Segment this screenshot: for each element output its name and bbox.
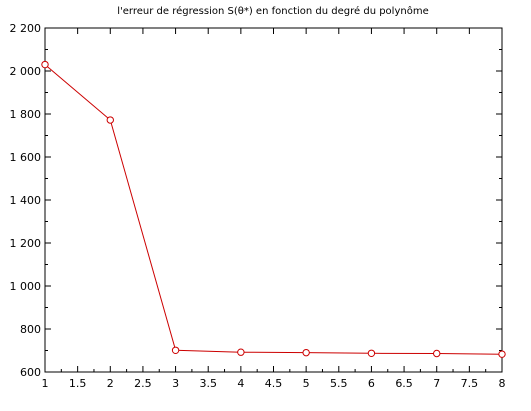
x-tick-label: 2: [107, 377, 114, 390]
plot-frame: [44, 27, 503, 373]
data-point-marker: [367, 349, 376, 357]
series-layer: [41, 60, 506, 358]
x-tick-label: 1.5: [69, 377, 87, 390]
x-tick-label: 6: [368, 377, 375, 390]
y-tick-label: 2 200: [10, 22, 42, 35]
data-point-marker: [41, 60, 49, 69]
y-tick-label: 1 000: [10, 280, 42, 293]
y-tick-label: 1 800: [10, 108, 42, 121]
y-axis: 600 800 1 000 1 200 1 400 1 600 1 800 2 000 2 20…: [10, 22, 502, 379]
plot-border: [44, 27, 503, 373]
y-tick-label: 1 400: [10, 194, 42, 207]
x-axis: 1 1.5 2 2.5 3 3.5 4 4.5 5 5.5 6 6.5 7 7.5 8: [42, 28, 506, 390]
data-point-marker: [498, 350, 506, 358]
y-tick-label: 600: [20, 366, 41, 379]
x-tick-label: 3: [172, 377, 179, 390]
chart-title: l'erreur de régression S(θ*) en fonction…: [117, 5, 428, 17]
y-tick-label: 2 000: [10, 65, 42, 78]
x-tick-label: 6.5: [395, 377, 413, 390]
y-tick-label: 800: [20, 323, 41, 336]
data-point-marker: [237, 348, 245, 356]
x-tick-label: 7: [433, 377, 440, 390]
x-tick-label: 4: [237, 377, 244, 390]
y-tick-label: 1 200: [10, 237, 42, 250]
data-point-marker: [171, 346, 180, 354]
series-line: [44, 64, 503, 355]
x-tick-label: 1: [42, 377, 49, 390]
data-point-marker: [433, 349, 441, 358]
x-tick-label: 5: [303, 377, 310, 390]
x-tick-label: 5.5: [330, 377, 348, 390]
x-tick-label: 7.5: [461, 377, 479, 390]
data-point-marker: [302, 348, 310, 357]
data-point-marker: [106, 116, 114, 124]
x-tick-label: 2.5: [134, 377, 152, 390]
x-tick-label: 4.5: [265, 377, 283, 390]
y-tick-label: 1 600: [10, 151, 42, 164]
x-tick-label: 3.5: [199, 377, 217, 390]
x-tick-label: 8: [499, 377, 506, 390]
